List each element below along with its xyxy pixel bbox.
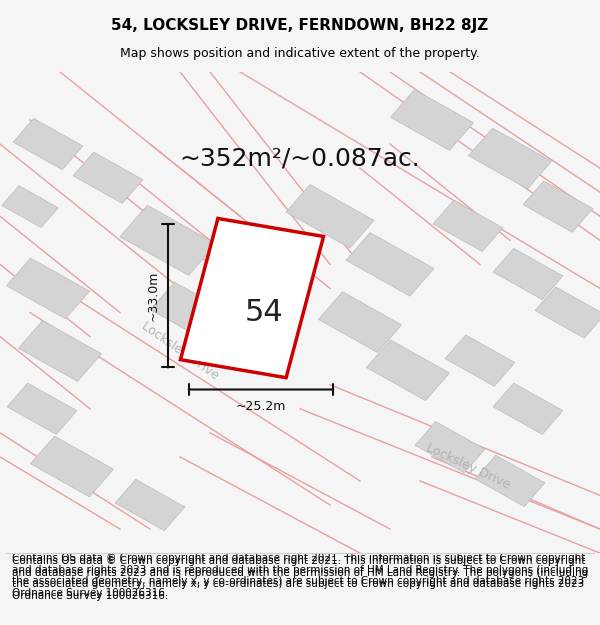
Polygon shape — [7, 258, 89, 319]
Polygon shape — [523, 181, 593, 232]
Polygon shape — [445, 335, 515, 386]
Polygon shape — [7, 383, 77, 434]
Polygon shape — [367, 340, 449, 401]
Polygon shape — [415, 422, 485, 473]
Polygon shape — [493, 248, 563, 299]
Text: 54: 54 — [245, 298, 283, 327]
Polygon shape — [120, 205, 216, 276]
Polygon shape — [346, 232, 434, 296]
Polygon shape — [181, 219, 323, 378]
Text: ~352m²/~0.087ac.: ~352m²/~0.087ac. — [179, 146, 421, 171]
Polygon shape — [433, 200, 503, 251]
Polygon shape — [13, 118, 83, 170]
Text: Locksley Drive: Locksley Drive — [424, 441, 512, 492]
Polygon shape — [19, 321, 101, 381]
Text: 54, LOCKSLEY DRIVE, FERNDOWN, BH22 8JZ: 54, LOCKSLEY DRIVE, FERNDOWN, BH22 8JZ — [112, 18, 488, 33]
Text: Contains OS data © Crown copyright and database right 2021. This information is : Contains OS data © Crown copyright and d… — [12, 553, 588, 598]
Text: Contains OS data © Crown copyright and database right 2021. This information is : Contains OS data © Crown copyright and d… — [12, 556, 588, 601]
Polygon shape — [151, 282, 233, 343]
Polygon shape — [493, 383, 563, 434]
Polygon shape — [2, 186, 58, 228]
Text: ~25.2m: ~25.2m — [236, 400, 286, 413]
Text: Map shows position and indicative extent of the property.: Map shows position and indicative extent… — [120, 47, 480, 60]
Text: ~33.0m: ~33.0m — [146, 271, 160, 321]
Polygon shape — [115, 479, 185, 531]
Polygon shape — [73, 152, 143, 203]
Polygon shape — [319, 292, 401, 352]
Polygon shape — [535, 287, 600, 338]
Polygon shape — [475, 455, 545, 507]
Polygon shape — [469, 128, 551, 189]
Polygon shape — [391, 89, 473, 151]
Polygon shape — [286, 184, 374, 248]
Polygon shape — [31, 436, 113, 497]
Text: Locksley Drive: Locksley Drive — [139, 319, 221, 382]
